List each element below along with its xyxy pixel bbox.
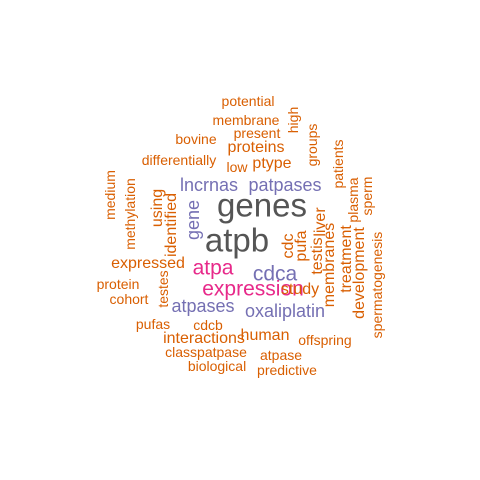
word-methylation: methylation [122, 178, 138, 250]
word-cdca: cdca [252, 262, 298, 286]
word-present: present [233, 125, 281, 141]
word-cohort: cohort [109, 291, 149, 307]
word-study: study [280, 281, 320, 298]
word-atpases: atpases [171, 296, 235, 316]
word-potential: potential [221, 93, 275, 109]
word-high: high [285, 106, 301, 134]
word-development: development [351, 227, 368, 319]
word-patients: patients [330, 139, 346, 189]
word-testes: testes [155, 270, 171, 308]
word-low: low [226, 159, 248, 175]
word-differentially: differentially [141, 152, 217, 168]
word-membranes: membranes [321, 222, 338, 308]
word-bovine: bovine [175, 131, 217, 147]
word-proteins: proteins [227, 139, 285, 156]
word-identified: identified [163, 192, 180, 258]
word-cdcb: cdcb [193, 317, 223, 333]
word-predictive: predictive [257, 362, 317, 378]
word-expressed: expressed [111, 255, 185, 272]
word-groups: groups [304, 123, 320, 167]
word-atpase: atpase [259, 347, 303, 363]
word-lncrnas: lncrnas [179, 175, 239, 195]
word-atpb: atpb [204, 221, 270, 259]
word-gene: gene [183, 199, 203, 241]
word-protein: protein [96, 276, 140, 292]
word-human: human [240, 327, 290, 344]
word-sperm: sperm [359, 176, 375, 216]
word-interactions: interactions [163, 330, 245, 347]
word-membrane: membrane [212, 112, 280, 128]
word-pufas: pufas [135, 316, 171, 332]
word-spermatogenesis: spermatogenesis [369, 231, 385, 339]
word-plasma: plasma [345, 177, 361, 223]
word-expression: expression [202, 277, 304, 301]
word-patpases: patpases [248, 175, 322, 195]
word-pufa: pufa [293, 230, 310, 262]
word-medium: medium [102, 170, 118, 220]
word-biological: biological [187, 358, 247, 374]
word-oxaliplatin: oxaliplatin [244, 301, 326, 321]
word-offspring: offspring [298, 332, 352, 348]
word-ptype: ptype [252, 155, 292, 172]
word-classpatpase: classpatpase [165, 344, 247, 360]
word-atpa: atpa [192, 256, 234, 280]
word-genes: genes [217, 186, 307, 224]
